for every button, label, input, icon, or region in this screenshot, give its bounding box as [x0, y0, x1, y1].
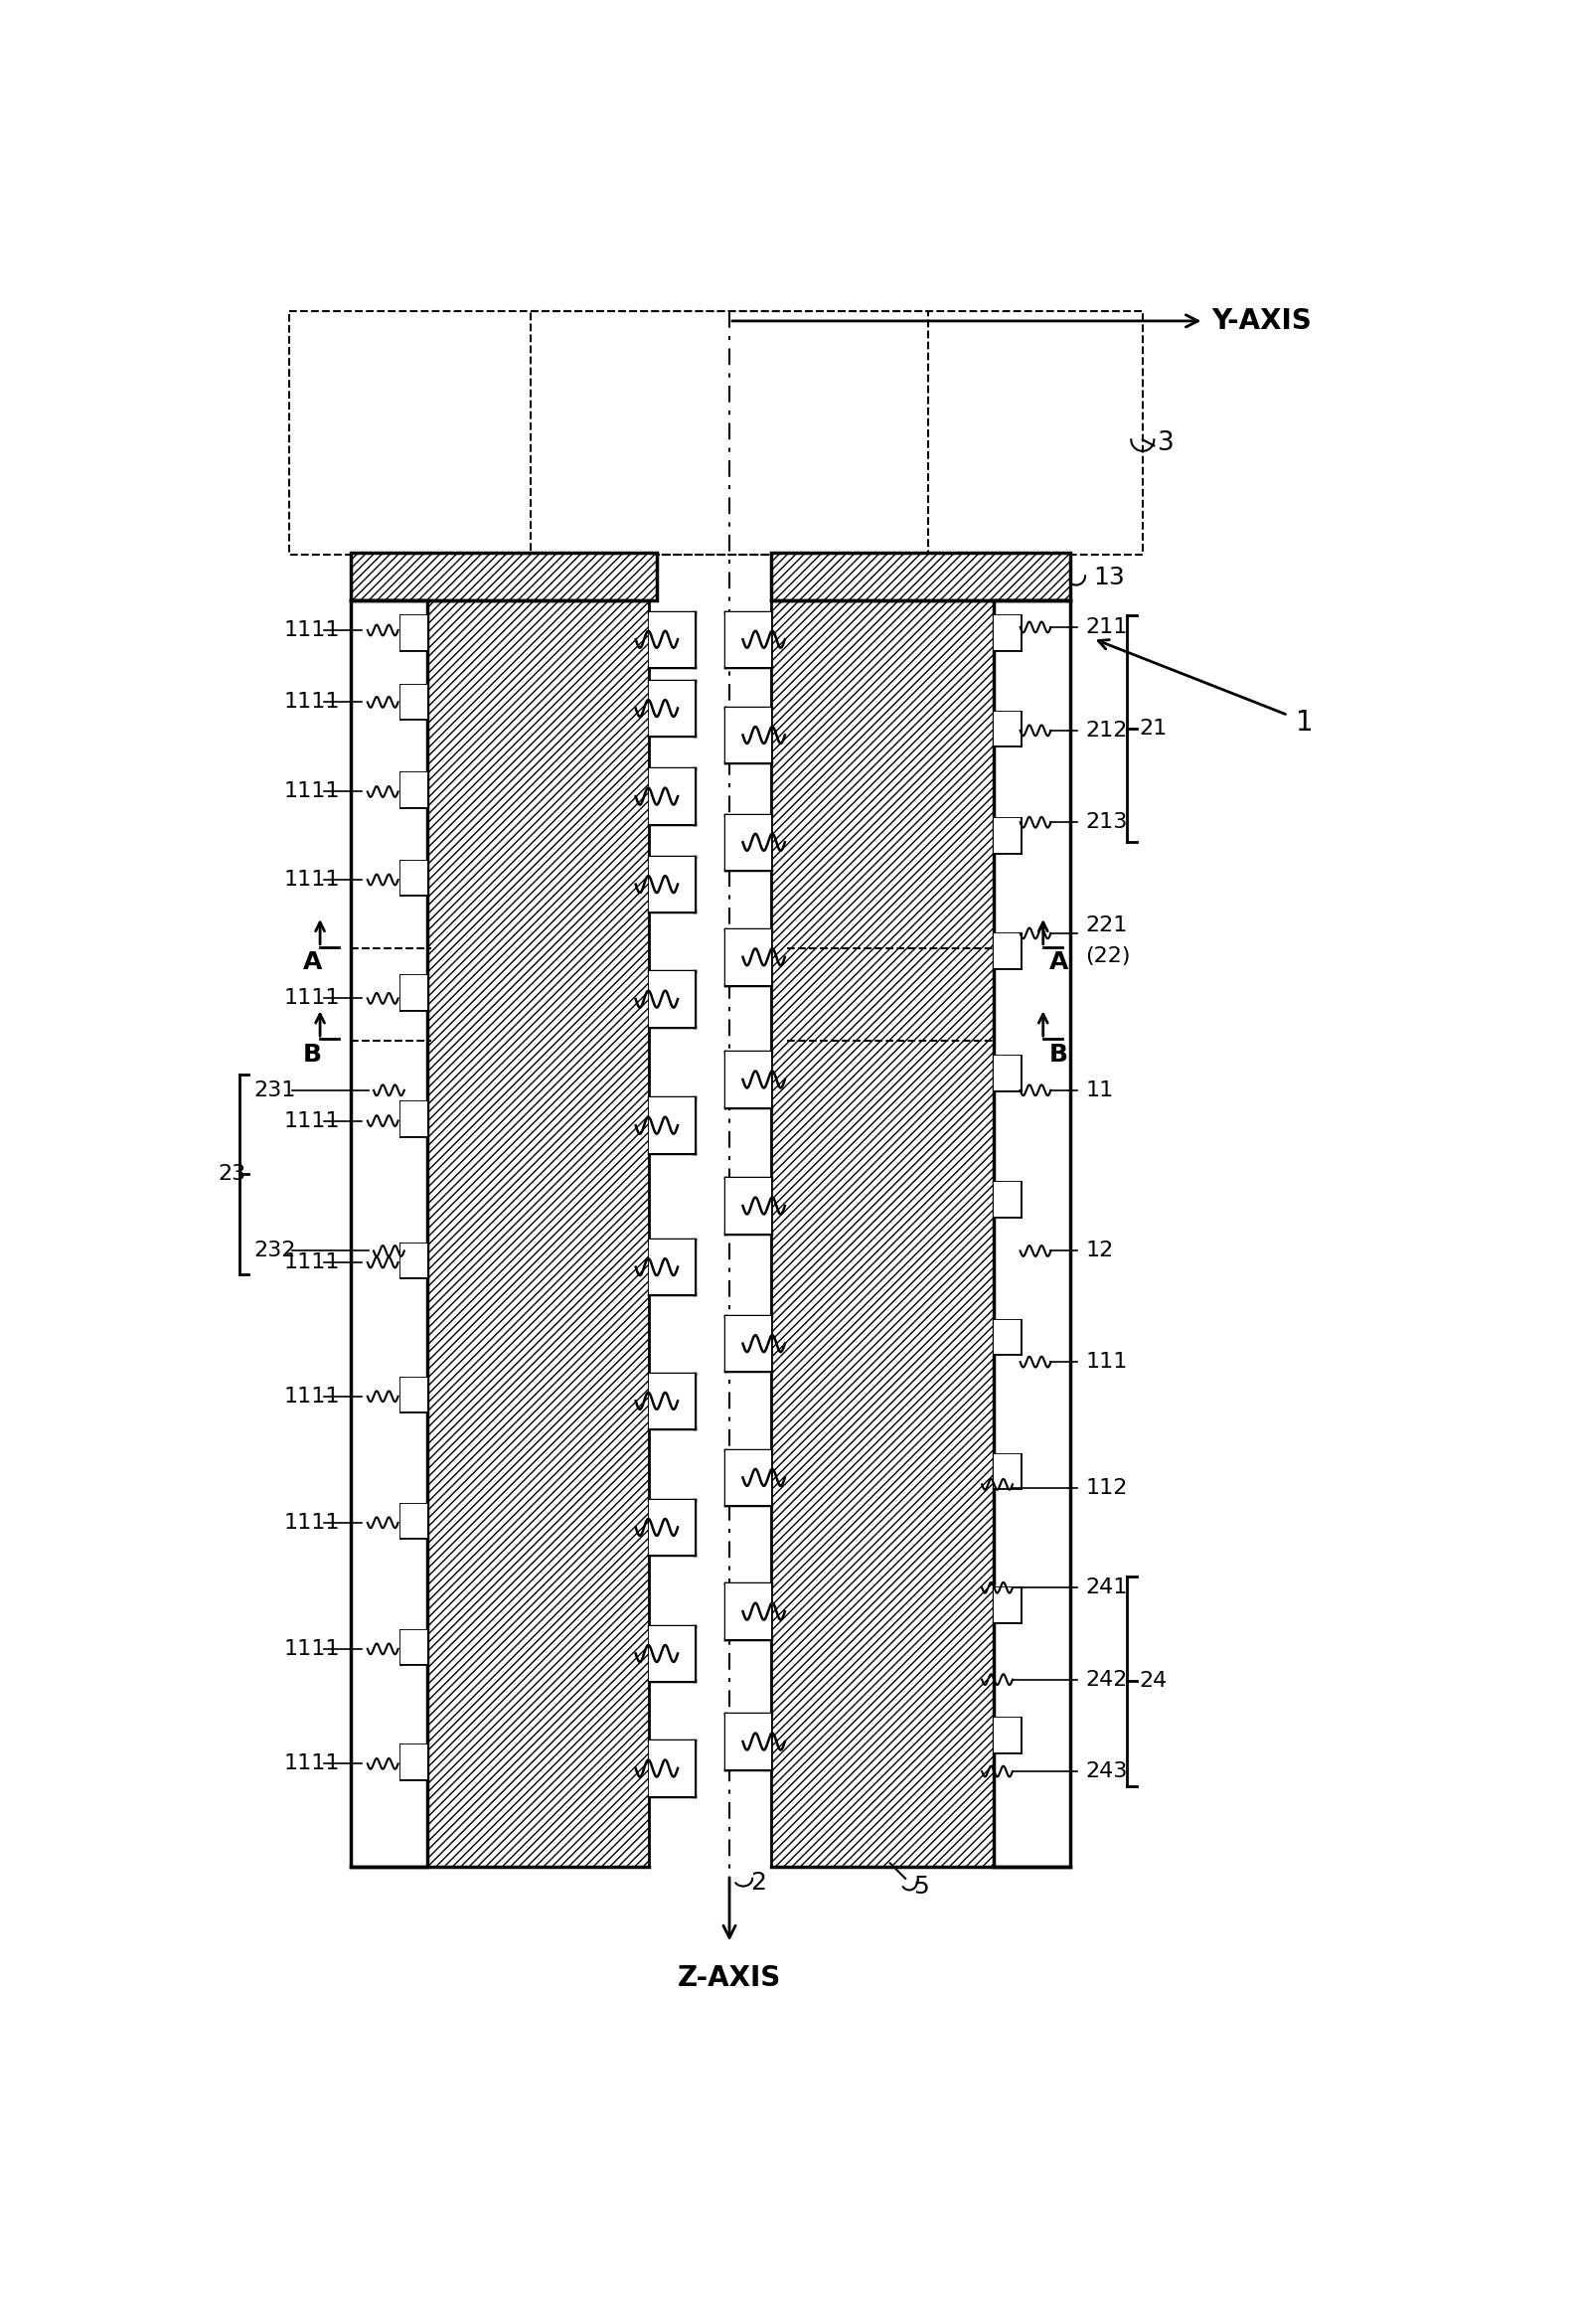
Bar	[725, 1315, 771, 1371]
Bar	[649, 681, 695, 737]
Text: 1111: 1111	[284, 1513, 340, 1532]
Text: 242: 242	[1085, 1669, 1127, 1690]
Bar	[994, 1455, 1021, 1487]
Bar	[400, 860, 427, 895]
Text: 1111: 1111	[284, 1638, 340, 1659]
Text: 12: 12	[1085, 1241, 1114, 1262]
Bar	[400, 1378, 427, 1411]
Bar	[994, 818, 1021, 853]
Bar	[400, 686, 427, 718]
Text: 1111: 1111	[284, 781, 340, 802]
Text: 213: 213	[1085, 813, 1127, 832]
Bar	[725, 1585, 771, 1638]
Bar	[771, 553, 1070, 600]
Text: 243: 243	[1085, 1762, 1127, 1780]
Bar	[725, 816, 771, 869]
Text: 11: 11	[1085, 1081, 1114, 1099]
Text: 232: 232	[253, 1241, 295, 1262]
Bar	[649, 611, 695, 667]
Text: 112: 112	[1085, 1478, 1127, 1499]
Text: 1111: 1111	[284, 869, 340, 890]
Bar	[725, 930, 771, 985]
Bar	[400, 1102, 427, 1136]
Bar	[400, 772, 427, 806]
Bar	[725, 1715, 771, 1769]
Text: B: B	[303, 1041, 322, 1067]
Bar	[725, 1450, 771, 1506]
Bar	[400, 616, 427, 651]
Bar	[351, 600, 427, 1866]
Text: Z-AXIS: Z-AXIS	[678, 1964, 781, 1992]
Text: 1111: 1111	[284, 1755, 340, 1773]
Bar	[400, 976, 427, 1011]
Text: 111: 111	[1085, 1353, 1127, 1371]
Bar	[649, 1373, 695, 1429]
Bar	[649, 1239, 695, 1294]
Text: 21: 21	[1139, 718, 1168, 739]
Text: 23: 23	[218, 1164, 246, 1185]
Text: 13: 13	[1093, 565, 1125, 590]
Bar	[649, 1741, 695, 1796]
Bar	[351, 553, 657, 600]
Text: 5: 5	[913, 1873, 929, 1899]
Bar	[994, 616, 1021, 651]
Bar	[400, 1745, 427, 1780]
Text: 211: 211	[1085, 618, 1127, 637]
Bar	[649, 858, 695, 911]
Bar	[400, 1629, 427, 1664]
Bar	[994, 1320, 1021, 1355]
Text: (22): (22)	[1085, 946, 1130, 967]
Bar	[994, 1183, 1021, 1215]
Bar	[289, 311, 1142, 555]
Text: 1111: 1111	[284, 621, 340, 639]
Text: 212: 212	[1085, 720, 1127, 741]
Bar	[400, 1243, 427, 1278]
Text: 241: 241	[1085, 1578, 1127, 1597]
Bar	[725, 611, 771, 667]
Bar	[994, 1717, 1021, 1752]
Bar	[649, 1499, 695, 1555]
Bar	[725, 1178, 771, 1234]
Text: 24: 24	[1139, 1671, 1168, 1692]
Text: A: A	[1049, 951, 1068, 974]
Text: 1111: 1111	[284, 1387, 340, 1406]
Bar	[400, 1504, 427, 1538]
Bar	[771, 600, 994, 1866]
Text: A: A	[303, 951, 322, 974]
Text: B: B	[1049, 1041, 1068, 1067]
Text: 3: 3	[1158, 430, 1174, 456]
Bar	[725, 706, 771, 762]
Text: 1: 1	[1296, 709, 1313, 737]
Bar	[649, 971, 695, 1027]
Bar	[649, 1627, 695, 1680]
Text: 2: 2	[750, 1871, 766, 1894]
Bar	[994, 1587, 1021, 1622]
Text: 231: 231	[253, 1081, 295, 1099]
Bar	[994, 600, 1070, 1866]
Text: 1111: 1111	[284, 1111, 340, 1132]
Text: 1111: 1111	[284, 693, 340, 711]
Bar	[649, 1097, 695, 1153]
Text: 1111: 1111	[284, 1253, 340, 1271]
Bar	[531, 311, 929, 555]
Bar	[994, 934, 1021, 967]
Bar	[649, 769, 695, 823]
Bar	[994, 711, 1021, 746]
Bar	[427, 600, 649, 1866]
Bar	[994, 1055, 1021, 1090]
Text: 221: 221	[1085, 916, 1127, 937]
Text: Y-AXIS: Y-AXIS	[1212, 307, 1311, 335]
Text: 1111: 1111	[284, 988, 340, 1009]
Bar	[725, 1053, 771, 1106]
